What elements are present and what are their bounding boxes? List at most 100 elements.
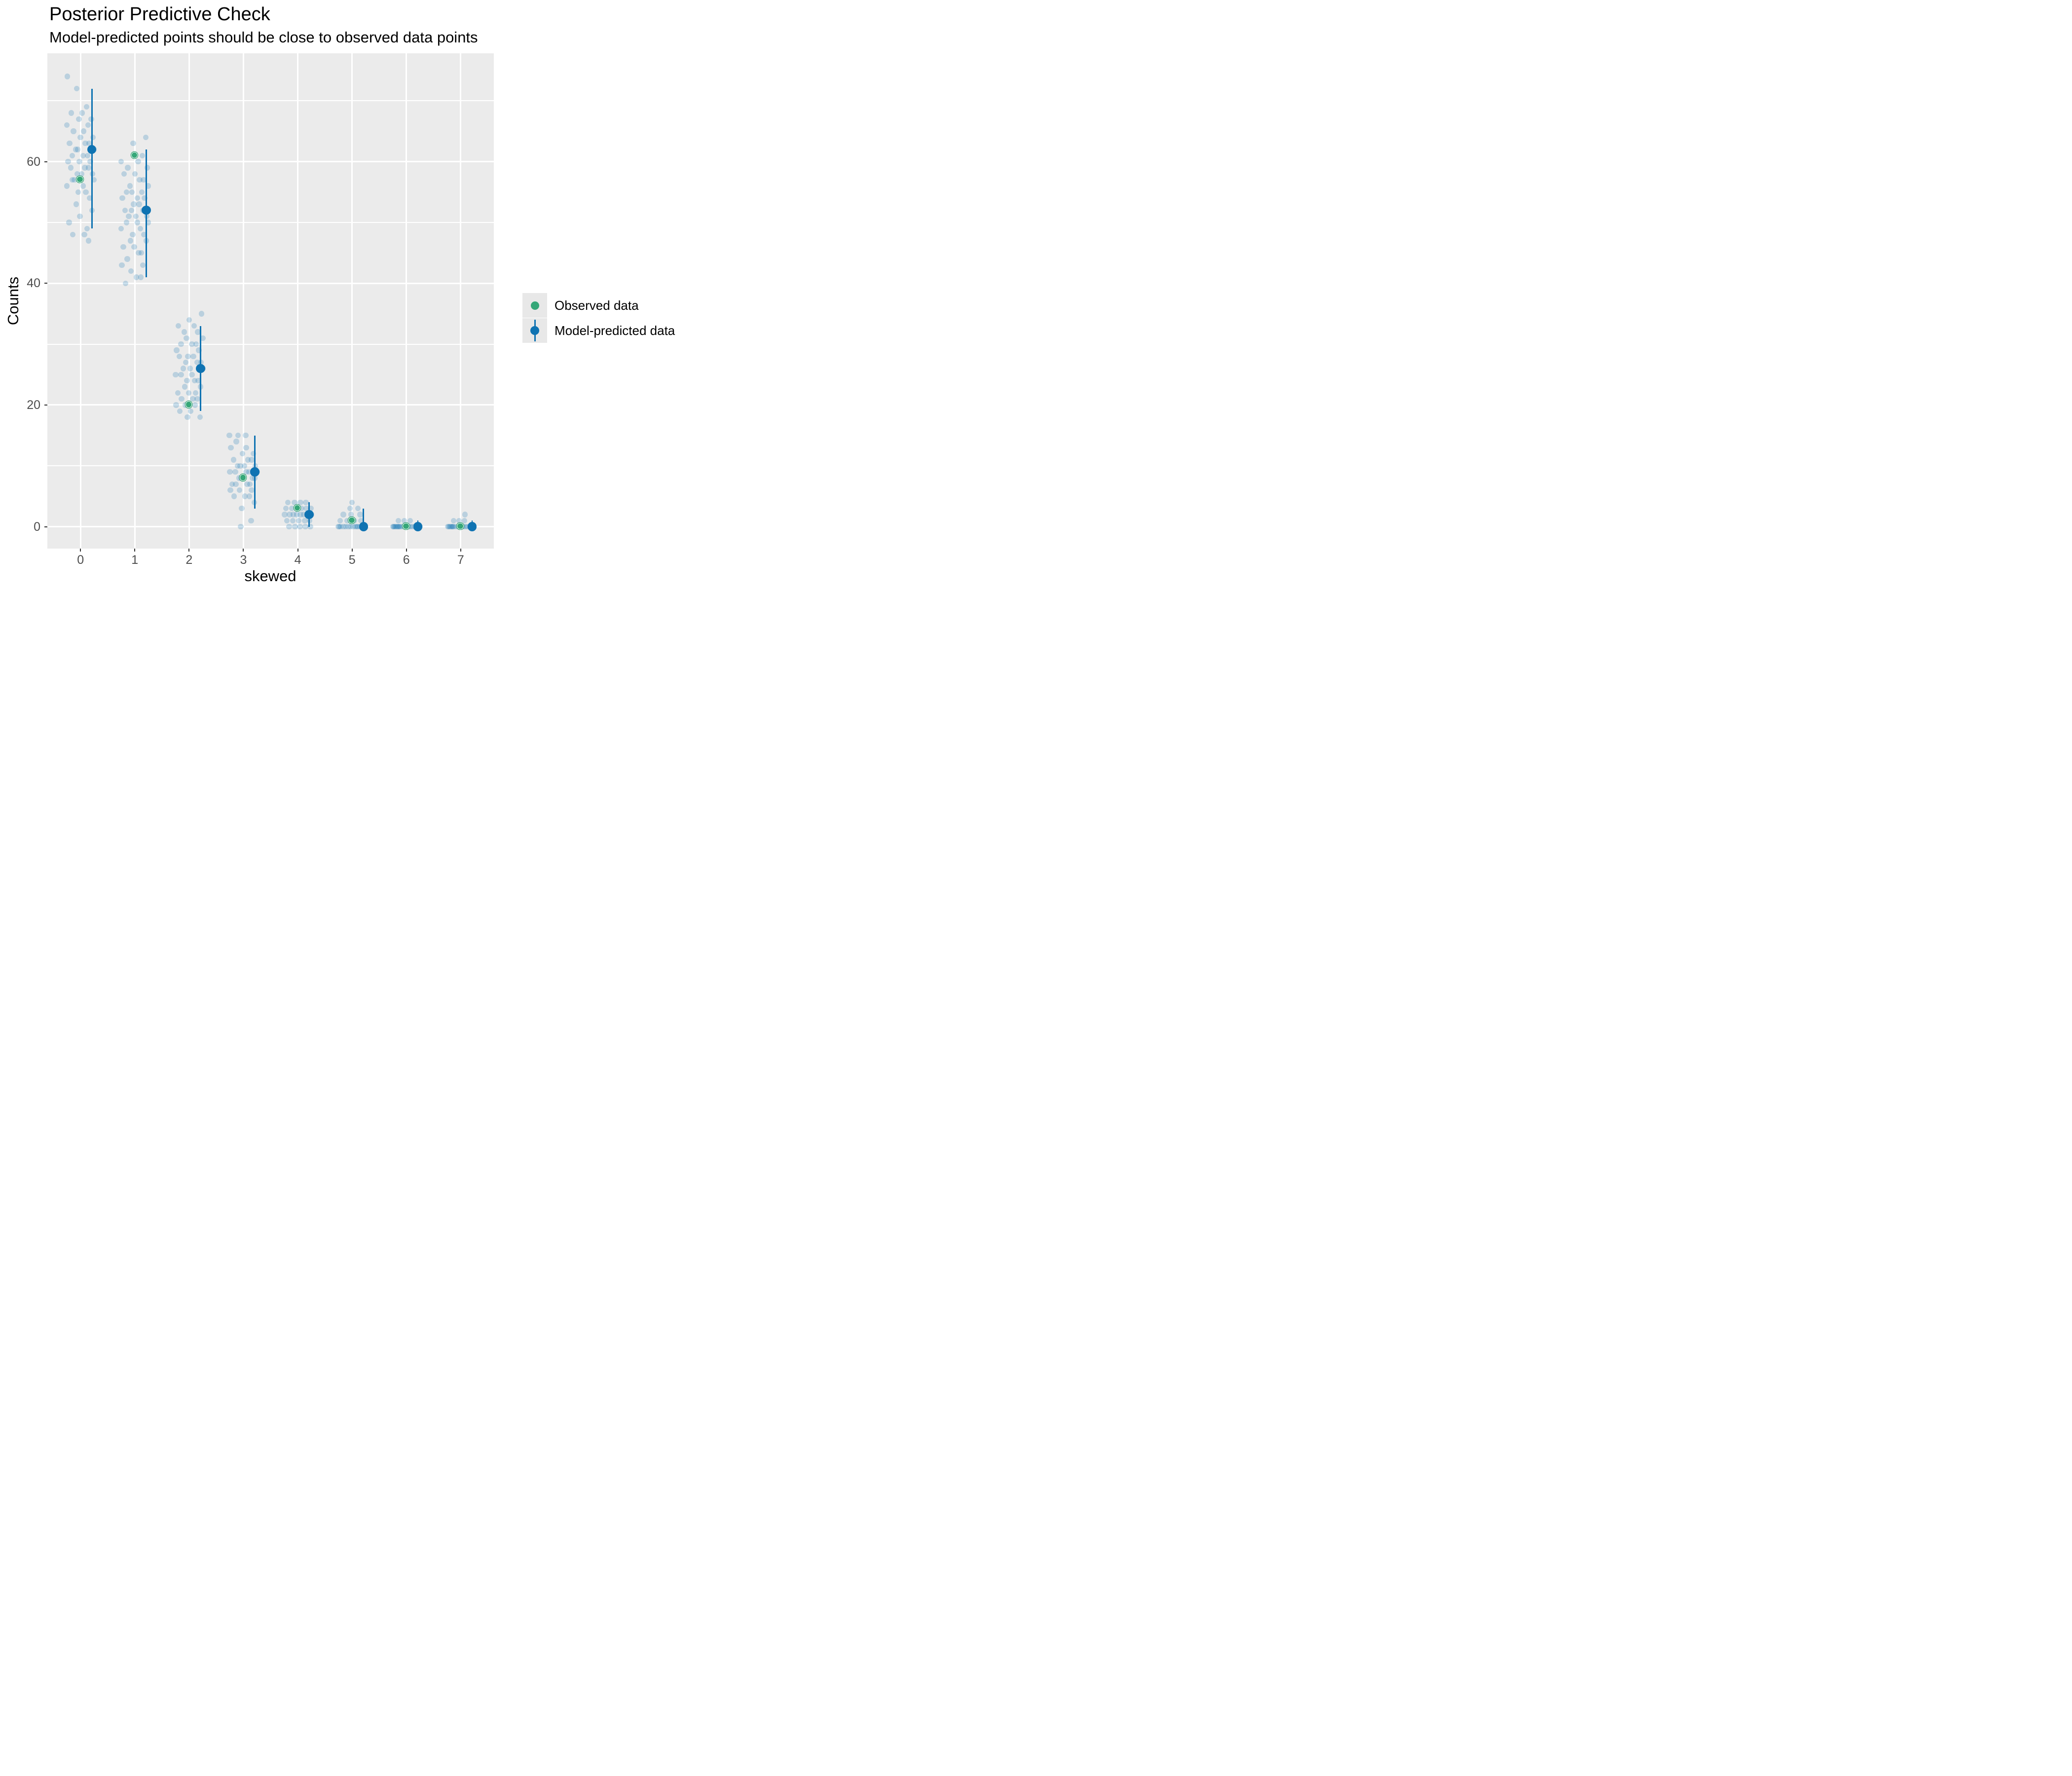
- draw-point: [337, 523, 344, 530]
- gridline-major-x1: [134, 53, 136, 549]
- gridline-major-y20: [47, 404, 494, 406]
- draw-point: [174, 347, 180, 353]
- draw-point: [130, 231, 136, 238]
- draw-point: [444, 523, 451, 530]
- draw-point: [67, 140, 73, 147]
- draw-point: [307, 523, 313, 530]
- draw-point: [462, 512, 468, 518]
- draw-point: [449, 523, 456, 530]
- draw-point: [180, 366, 186, 371]
- draw-point: [447, 523, 453, 530]
- draw-point: [407, 523, 413, 530]
- draw-point: [243, 444, 249, 450]
- x-tick-5: [351, 549, 353, 552]
- draw-point: [227, 469, 233, 475]
- draw-point: [120, 244, 126, 250]
- predicted-interval: [91, 88, 93, 229]
- draw-point: [250, 450, 256, 457]
- draw-point: [186, 317, 192, 323]
- x-tick-0: [80, 549, 81, 552]
- draw-point: [249, 487, 255, 493]
- draw-point: [198, 311, 205, 317]
- draw-point: [77, 134, 83, 140]
- draw-point: [74, 171, 80, 177]
- predicted-point: [413, 522, 423, 531]
- draw-point: [81, 128, 87, 134]
- y-tick-label-40: 40: [27, 276, 40, 291]
- gridline-major-y60: [47, 161, 494, 163]
- draw-point: [193, 341, 199, 347]
- x-axis-title: skewed: [244, 567, 296, 585]
- draw-point: [138, 250, 145, 256]
- draw-point: [348, 512, 354, 518]
- x-tick-3: [243, 549, 244, 552]
- draw-point: [130, 140, 136, 147]
- draw-point: [393, 523, 399, 530]
- draw-point: [177, 408, 183, 414]
- draw-point: [176, 353, 183, 359]
- draw-point: [191, 323, 197, 329]
- draw-point: [74, 85, 80, 92]
- draw-point: [192, 402, 198, 408]
- draw-point: [284, 518, 290, 523]
- draw-point: [179, 396, 185, 402]
- plot-panel: [47, 53, 494, 549]
- draw-point: [127, 238, 134, 244]
- gridline-minor-y10: [47, 465, 494, 467]
- draw-point: [121, 171, 127, 177]
- y-tick-20: [44, 404, 47, 406]
- draw-point: [141, 177, 147, 183]
- draw-point: [347, 505, 353, 512]
- gridline-major-x7: [460, 53, 462, 549]
- draw-point: [390, 523, 396, 530]
- draw-point: [135, 220, 141, 225]
- draw-point: [200, 335, 206, 341]
- draw-point: [250, 475, 256, 481]
- draw-point: [445, 523, 452, 530]
- draw-point: [239, 505, 245, 512]
- draw-point: [294, 512, 300, 518]
- draw-point: [243, 469, 249, 475]
- draw-point: [64, 183, 70, 189]
- draw-point: [453, 523, 459, 530]
- draw-point: [83, 104, 89, 110]
- draw-point: [395, 523, 401, 530]
- draw-point: [86, 140, 92, 147]
- draw-point: [128, 268, 134, 274]
- y-tick-label-60: 60: [27, 154, 40, 169]
- y-tick-label-20: 20: [27, 398, 40, 412]
- draw-point: [246, 469, 252, 475]
- draw-point: [231, 493, 237, 499]
- draw-point: [296, 518, 302, 523]
- draw-point: [196, 347, 202, 353]
- draw-point: [178, 341, 184, 347]
- draw-point: [229, 481, 235, 487]
- draw-point: [194, 359, 200, 366]
- draw-point: [195, 377, 201, 384]
- draw-point: [237, 463, 243, 469]
- draw-point: [182, 402, 188, 408]
- draw-point: [119, 195, 125, 201]
- gridline-major-x6: [406, 53, 407, 549]
- draw-point: [285, 499, 291, 505]
- draw-point: [344, 518, 350, 523]
- x-tick-6: [406, 549, 407, 552]
- legend-entry-predicted: Model-predicted data: [522, 318, 675, 343]
- draw-point: [289, 505, 295, 512]
- draw-point: [242, 493, 248, 499]
- draw-point: [185, 353, 191, 359]
- observed-point: [294, 504, 301, 512]
- x-tick-label-1: 1: [131, 553, 139, 567]
- draw-point: [133, 213, 139, 220]
- draw-point: [448, 523, 454, 530]
- draw-point: [136, 201, 142, 207]
- draw-point: [73, 147, 78, 152]
- draw-point: [391, 523, 398, 530]
- draw-point: [232, 469, 238, 475]
- gridline-major-x3: [242, 53, 244, 549]
- draw-point: [125, 165, 131, 171]
- x-tick-2: [188, 549, 190, 552]
- draw-point: [71, 128, 76, 134]
- draw-point: [239, 450, 245, 457]
- draw-point: [357, 512, 363, 518]
